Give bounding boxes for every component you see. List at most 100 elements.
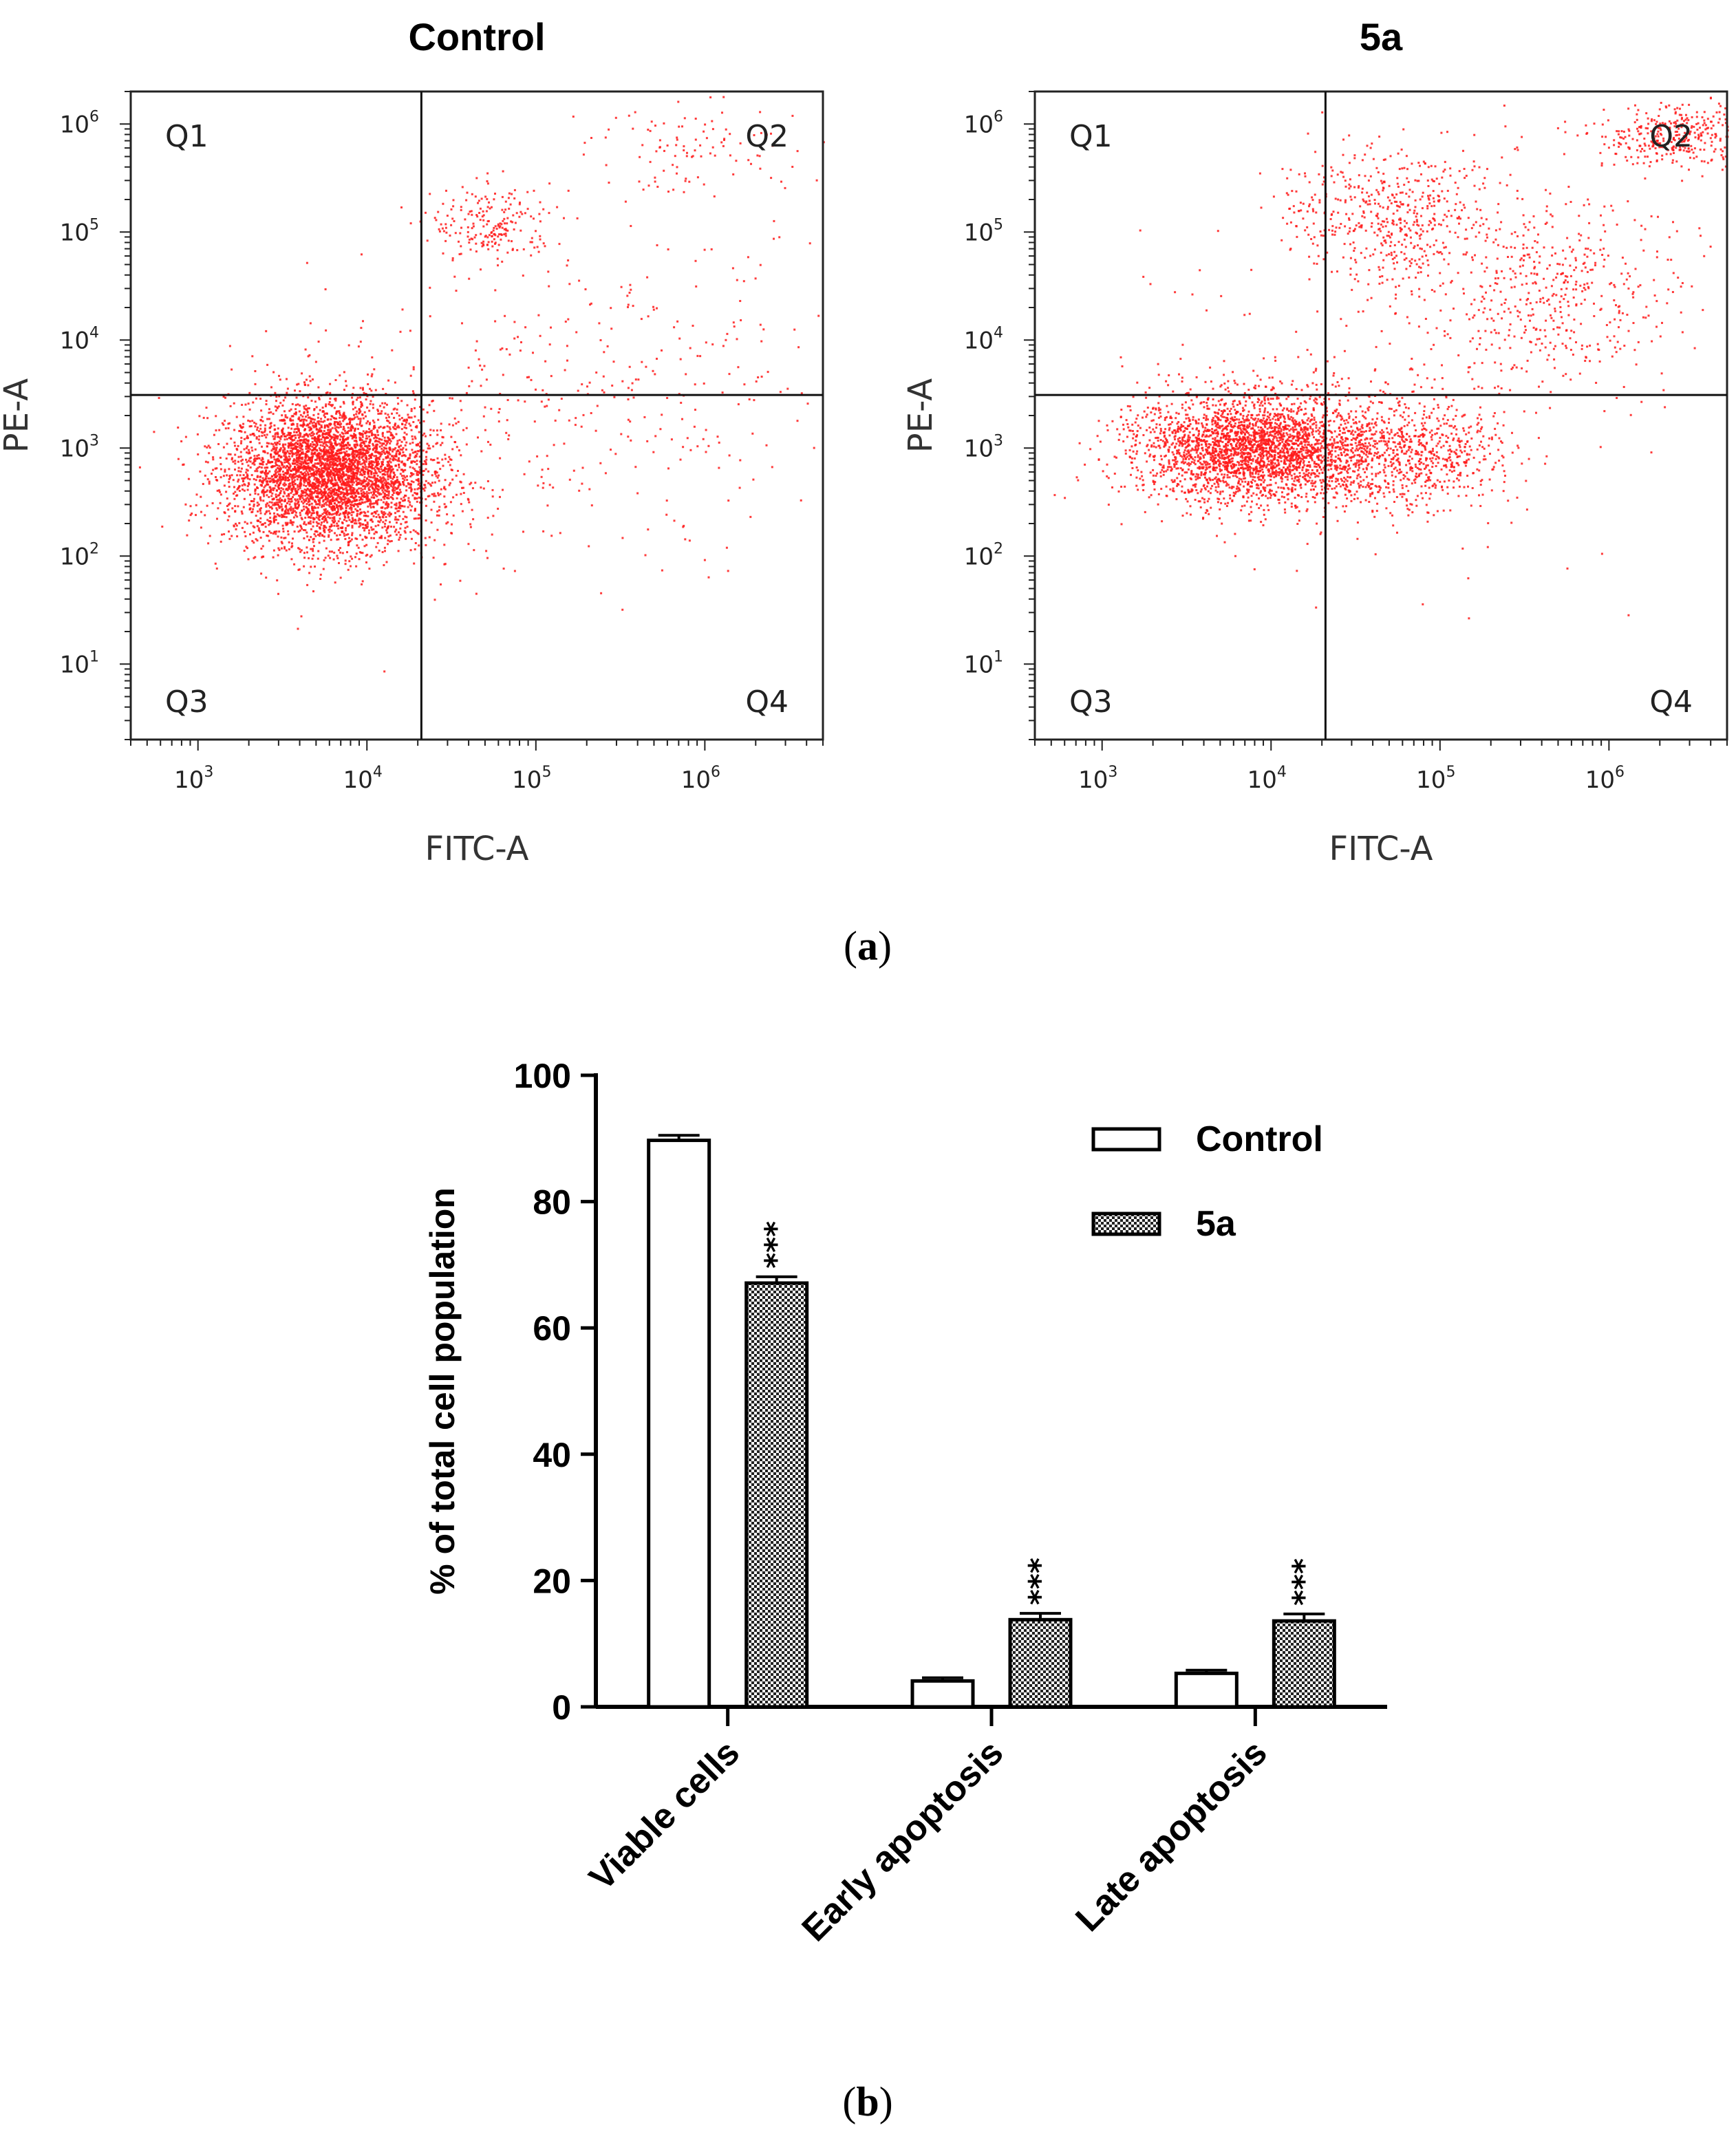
scatter-point: [531, 241, 533, 244]
scatter-point: [416, 463, 418, 466]
scatter-point: [268, 486, 271, 488]
scatter-point: [392, 459, 395, 462]
scatter-point: [292, 419, 294, 422]
scatter-point: [342, 467, 345, 470]
scatter-point: [378, 479, 380, 482]
scatter-point: [270, 422, 272, 424]
scatter-point: [277, 547, 280, 550]
scatter-point: [405, 449, 407, 451]
scatter-point: [365, 456, 367, 459]
scatter-point: [343, 494, 345, 496]
scatter-point: [258, 435, 261, 438]
scatter-point: [356, 464, 359, 466]
scatter-point: [287, 477, 289, 480]
scatter-point: [705, 341, 707, 344]
scatter-point: [259, 496, 261, 499]
scatter-point: [281, 427, 284, 430]
scatter-point: [317, 479, 320, 482]
scatter-point: [291, 490, 294, 493]
scatter-point: [228, 486, 231, 488]
scatter-point: [293, 458, 295, 461]
scatter-point: [337, 488, 340, 491]
scatter-point: [460, 208, 462, 211]
scatter-point: [491, 245, 494, 248]
scatter-point: [219, 493, 222, 496]
scatter-point: [511, 221, 514, 224]
scatter-point: [303, 459, 306, 462]
scatter-point: [282, 495, 285, 497]
scatter-point: [324, 462, 327, 465]
scatter-point: [258, 430, 261, 433]
scatter-point: [319, 453, 322, 455]
scatter-point: [378, 493, 381, 496]
scatter-point: [400, 475, 403, 477]
scatter-point: [299, 435, 301, 438]
scatter-point: [377, 492, 380, 495]
scatter-point: [279, 499, 281, 502]
scatter-point: [353, 488, 356, 491]
scatter-point: [196, 433, 199, 435]
scatter-point: [319, 504, 321, 506]
scatter-point: [228, 468, 231, 471]
scatter-point: [350, 508, 353, 511]
scatter-point: [295, 454, 298, 457]
scatter-point: [366, 437, 369, 440]
scatter-point: [381, 535, 383, 537]
scatter-point: [311, 422, 314, 424]
scatter-point: [446, 513, 449, 516]
scatter-point: [306, 482, 309, 484]
scatter-point: [376, 466, 378, 469]
scatter-point: [381, 486, 383, 489]
scatter-point: [325, 403, 328, 406]
scatter-point: [314, 466, 317, 469]
scatter-point: [299, 449, 301, 452]
scatter-point: [396, 440, 399, 442]
scatter-point: [415, 493, 418, 495]
scatter-point: [678, 125, 681, 128]
scatter-point: [281, 508, 283, 510]
scatter-point: [336, 497, 339, 499]
scatter-point: [261, 416, 264, 418]
scatter-point: [290, 508, 292, 510]
scatter-point: [370, 470, 373, 473]
scatter-point: [222, 475, 225, 477]
scatter-point: [314, 446, 317, 449]
scatter-point: [350, 487, 352, 490]
scatter-point: [261, 477, 264, 480]
scatter-point: [374, 457, 377, 460]
scatter-point: [358, 457, 361, 460]
scatter-point: [497, 223, 500, 226]
scatter-point: [346, 551, 348, 554]
scatter-point: [357, 469, 360, 471]
scatter-point: [430, 508, 433, 511]
scatter-point: [330, 495, 333, 497]
scatter-point: [251, 539, 254, 542]
scatter-point: [410, 483, 412, 486]
scatter-point: [354, 466, 357, 469]
scatter-point: [405, 485, 408, 488]
scatter-point: [335, 489, 338, 492]
scatter-point: [501, 347, 504, 349]
scatter-point: [372, 506, 375, 508]
scatter-point: [366, 521, 369, 524]
scatter-point: [294, 465, 297, 468]
scatter-point: [233, 497, 236, 500]
scatter-point: [315, 470, 317, 473]
scatter-point: [294, 502, 297, 505]
scatter-point: [312, 413, 315, 416]
scatter-point: [691, 155, 693, 158]
scatter-point: [486, 180, 489, 182]
scatter-point: [306, 551, 308, 554]
scatter-point: [368, 568, 371, 570]
scatter-point: [336, 538, 339, 541]
scatter-point: [380, 453, 383, 456]
scatter-point: [524, 212, 526, 215]
scatter-point: [425, 211, 427, 214]
scatter-point: [425, 519, 427, 521]
scatter-point: [398, 457, 400, 460]
scatter-point: [403, 438, 406, 441]
scatter-point: [366, 523, 369, 526]
scatter-point: [274, 475, 277, 478]
scatter-point: [427, 447, 429, 450]
scatter-point: [334, 512, 336, 515]
